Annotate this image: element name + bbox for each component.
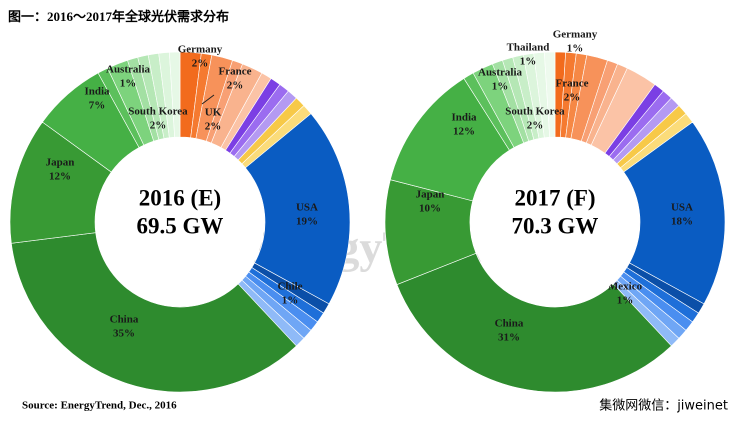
value-label: 1% — [617, 295, 634, 307]
value-label: 1% — [282, 295, 299, 307]
value-label: 1% — [492, 81, 509, 93]
value-label: 2% — [227, 80, 244, 92]
segment-label: China — [495, 318, 524, 330]
value-label: 35% — [113, 328, 135, 340]
page-title: 图一：2016～2017年全球光伏需求分布 — [8, 9, 229, 24]
center-total: 69.5 GW — [137, 213, 224, 238]
segment-label: France — [219, 66, 252, 78]
segment-label: UK — [205, 107, 222, 119]
donut-segment — [169, 51, 181, 138]
segment-label: Japan — [416, 189, 445, 201]
donut-hole — [471, 138, 639, 306]
value-label: 2% — [527, 120, 544, 132]
segment-label: France — [556, 78, 589, 90]
source: Source: EnergyTrend, Dec., 2016 — [22, 400, 177, 412]
donut-segment — [11, 232, 297, 393]
segment-label: Japan — [46, 157, 75, 169]
center-title: 2017 (F) — [514, 185, 595, 210]
value-label: 2% — [205, 121, 222, 133]
segment-label: Germany — [178, 44, 223, 56]
value-label: 18% — [671, 216, 693, 228]
donut-segment — [396, 252, 672, 393]
value-label: 19% — [296, 216, 318, 228]
value-label: 2% — [150, 120, 167, 132]
donut-segment — [245, 113, 351, 305]
segment-label: India — [84, 86, 110, 98]
value-label: 12% — [453, 126, 475, 138]
value-label: 1% — [567, 43, 584, 55]
value-label: 2% — [564, 92, 581, 104]
segment-label: South Korea — [128, 106, 188, 118]
donut-segment — [623, 121, 726, 305]
center-title: 2016 (E) — [139, 185, 221, 210]
footer: 集微网微信：jiweinet — [599, 398, 728, 414]
segment-label: Australia — [478, 67, 523, 79]
value-label: 10% — [419, 203, 441, 215]
segment-label: USA — [671, 202, 693, 214]
segment-label: China — [110, 314, 139, 326]
value-label: 7% — [89, 100, 106, 112]
donut-hole — [96, 138, 264, 306]
value-label: 12% — [49, 171, 71, 183]
segment-label: India — [451, 112, 477, 124]
value-label: 1% — [520, 56, 537, 68]
segment-label: South Korea — [505, 106, 565, 118]
donut-segment — [544, 51, 556, 138]
segment-label: Thailand — [507, 42, 550, 54]
segment-label: Mexico — [608, 281, 643, 293]
segment-label: USA — [296, 202, 318, 214]
value-label: 2% — [192, 58, 209, 70]
value-label: 1% — [120, 78, 137, 90]
value-label: 31% — [498, 332, 520, 344]
segment-label: Germany — [553, 29, 598, 41]
center-total: 70.3 GW — [512, 213, 599, 238]
leader-line — [201, 94, 215, 105]
segment-label: Chile — [277, 281, 302, 293]
segment-label: Australia — [106, 64, 151, 76]
